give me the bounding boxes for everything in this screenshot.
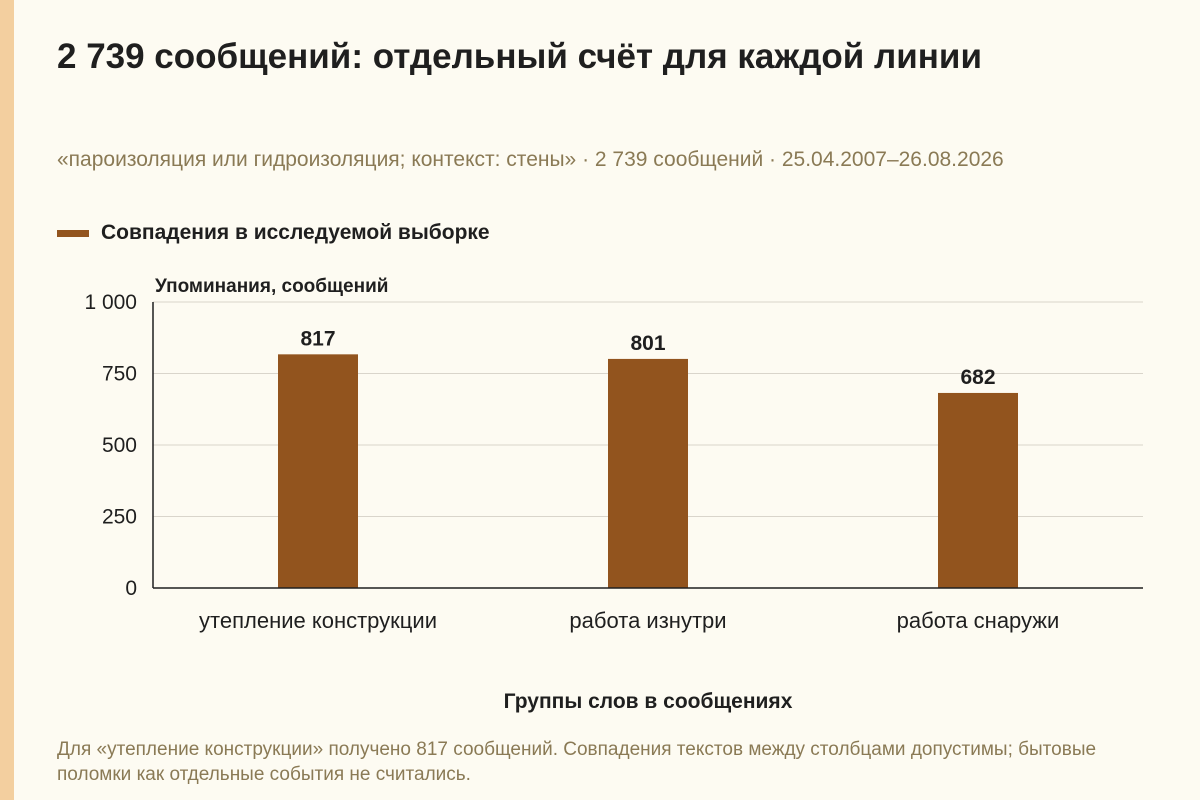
y-tick-label: 0	[125, 577, 137, 600]
value-label: 817	[300, 327, 335, 350]
left-accent-stripe	[0, 0, 14, 800]
footnote: Для «утепление конструкции» получено 817…	[57, 739, 1097, 785]
x-tick-label: работа снаружи	[897, 608, 1060, 633]
y-tick-label: 250	[102, 506, 137, 529]
legend: Совпадения в исследуемой выборке	[57, 219, 490, 247]
y-tick-label: 500	[102, 434, 137, 457]
y-tick-labels: 0 250 500 750 1 000	[84, 291, 137, 600]
bar	[608, 358, 688, 588]
y-axis-label: Упоминания, сообщений	[155, 276, 388, 297]
chart-title: 2 739 сообщений: отдельный счёт для кажд…	[57, 37, 982, 76]
bar	[278, 354, 358, 588]
axes	[152, 302, 1143, 589]
x-tick-labels: утепление конструкции работа изнутри работ…	[199, 608, 1059, 633]
value-label: 801	[630, 332, 665, 355]
value-labels: 817 801 682	[300, 327, 995, 389]
bars	[278, 354, 1018, 588]
legend-label: Совпадения в исследуемой выборке	[101, 221, 490, 244]
x-tick-label: утепление конструкции	[199, 608, 437, 633]
y-tick-label: 750	[102, 363, 137, 386]
chart-subtitle: «пароизоляция или гидроизоляция; контекс…	[57, 148, 1004, 171]
legend-swatch	[57, 229, 89, 237]
bar	[938, 392, 1018, 588]
y-tick-label: 1 000	[84, 291, 137, 314]
x-axis-label: Группы слов в сообщениях	[504, 690, 793, 713]
x-tick-label: работа изнутри	[569, 608, 726, 633]
value-label: 682	[960, 366, 995, 389]
